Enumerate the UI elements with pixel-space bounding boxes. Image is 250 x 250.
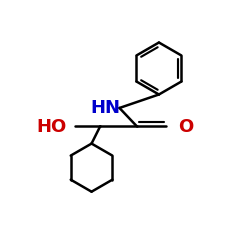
Text: HN: HN: [90, 99, 120, 117]
Text: HO: HO: [36, 118, 66, 136]
Text: O: O: [178, 118, 194, 136]
